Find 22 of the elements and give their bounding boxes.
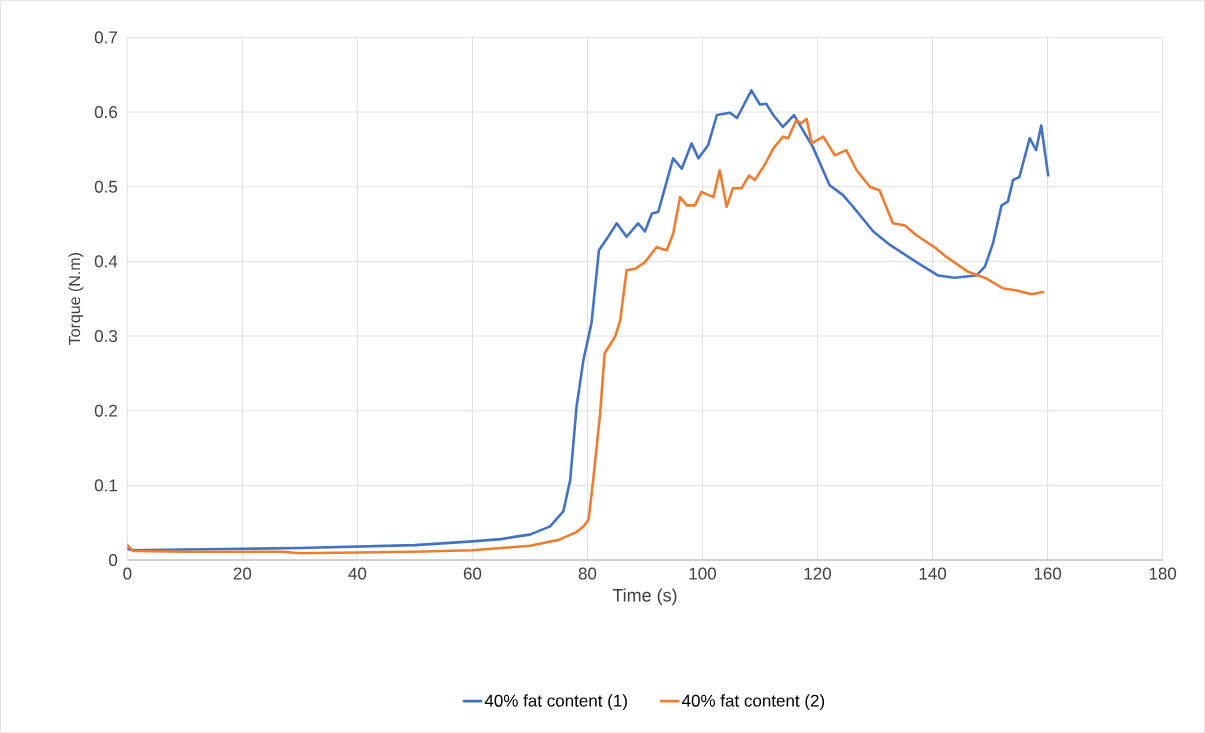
x-tick-label: 180: [1149, 567, 1177, 580]
x-tick-label: 80: [578, 567, 597, 580]
x-axis-title: Time (s): [612, 588, 677, 606]
y-tick-label: 0.6: [94, 105, 118, 118]
x-tick-label: 20: [233, 567, 252, 580]
y-tick-label: 0.1: [94, 479, 117, 492]
y-tick-label: 0.5: [94, 180, 118, 193]
x-tick-label: 0: [123, 567, 132, 580]
x-tick-label: 60: [463, 567, 482, 580]
y-tick-label: 0: [109, 553, 118, 566]
x-tick-label: 140: [919, 567, 947, 580]
y-tick-label: 0.3: [94, 329, 118, 342]
x-tick-label: 40: [348, 567, 367, 580]
y-tick-label: 0.4: [94, 255, 118, 268]
y-tick-label: 0.2: [94, 404, 117, 417]
legend-label: 40% fat content (1): [484, 694, 627, 710]
x-tick-label: 120: [804, 567, 832, 580]
y-axis-title: Torque (N.m): [68, 252, 84, 345]
legend-label: 40% fat content (2): [682, 694, 825, 710]
y-tick-label: 0.7: [94, 31, 117, 44]
x-tick-label: 160: [1034, 567, 1062, 580]
x-tick-label: 100: [689, 567, 716, 580]
